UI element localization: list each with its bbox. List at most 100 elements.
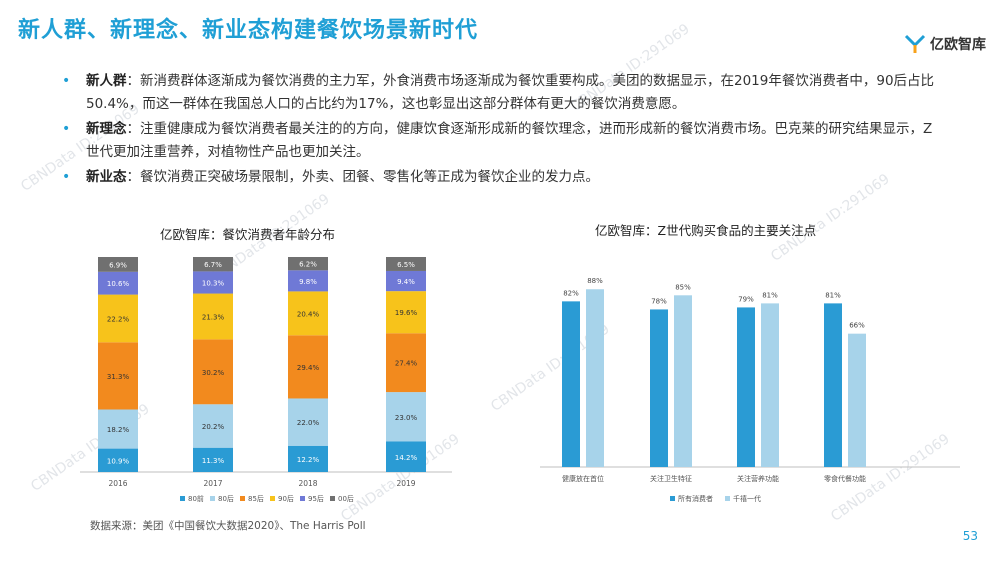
bullet-sep: ：: [126, 73, 141, 89]
bar-segment: [98, 448, 138, 472]
logo-icon: [904, 34, 926, 53]
logo: 亿欧智库: [904, 34, 986, 54]
bullet-dot-icon: •: [62, 121, 71, 137]
data-label: 78%: [651, 297, 667, 305]
data-label: 81%: [825, 291, 841, 299]
bullet-head: 新人群: [86, 73, 127, 89]
legend-swatch: [725, 496, 730, 501]
bar-segment: [98, 257, 138, 272]
page-title: 新人群、新理念、新业态构建餐饮场景新时代: [18, 18, 479, 43]
legend-label: 千禧一代: [733, 494, 761, 503]
data-label: 82%: [563, 289, 579, 297]
bar-segment: [288, 257, 328, 271]
bar-segment: [193, 339, 233, 405]
x-tick-label: 关注营养功能: [737, 474, 779, 483]
bar-segment: [386, 270, 426, 292]
data-label: 20.4%: [297, 310, 320, 318]
data-label: 29.4%: [297, 364, 320, 372]
bullet-dot-icon: •: [62, 169, 71, 185]
bullet-item: • 新业态：餐饮消费正突破场景限制，外卖、团餐、零售化等正成为餐饮企业的发力点。: [62, 166, 942, 189]
bar-segment: [98, 342, 138, 410]
data-label: 66%: [849, 322, 865, 330]
bar-segment: [288, 270, 328, 292]
legend-label: 80前: [188, 494, 204, 503]
bar-segment: [193, 257, 233, 272]
bar: [586, 289, 604, 467]
legend-label: 所有消费者: [678, 494, 713, 503]
bar: [650, 309, 668, 467]
data-label: 20.2%: [202, 423, 225, 431]
data-label: 10.6%: [107, 280, 130, 288]
bar: [737, 307, 755, 467]
legend-swatch: [300, 496, 305, 501]
bullet-list: • 新人群：新消费群体逐渐成为餐饮消费的主力军，外食消费市场逐渐成为餐饮重要构成…: [62, 70, 942, 191]
bar: [674, 295, 692, 467]
x-tick-label: 2018: [298, 479, 317, 488]
x-tick-label: 2017: [203, 479, 222, 488]
bullet-text: 餐饮消费正突破场景限制，外卖、团餐、零售化等正成为餐饮企业的发力点。: [140, 169, 599, 185]
data-label: 19.6%: [395, 309, 418, 317]
bar: [761, 303, 779, 467]
bar-segment: [386, 257, 426, 271]
bar-segment: [386, 333, 426, 393]
bullet-sep: ：: [126, 169, 141, 185]
x-tick-label: 健康放在首位: [562, 474, 604, 483]
data-label: 85%: [675, 283, 691, 291]
legend-label: 95后: [308, 494, 324, 503]
data-label: 21.3%: [202, 313, 225, 321]
bullet-item: • 新人群：新消费群体逐渐成为餐饮消费的主力军，外食消费市场逐渐成为餐饮重要构成…: [62, 70, 942, 116]
page-number: 53: [962, 529, 978, 543]
bar: [824, 303, 842, 467]
bullet-head: 新理念: [86, 121, 127, 137]
legend-label: 80后: [218, 494, 234, 503]
bar: [848, 333, 866, 467]
bar-segment: [288, 291, 328, 336]
data-label: 81%: [762, 291, 778, 299]
x-tick-label: 关注卫生特征: [650, 474, 692, 483]
data-label: 10.9%: [107, 457, 130, 465]
bar-segment: [386, 291, 426, 334]
bar-segment: [386, 392, 426, 442]
x-tick-label: 零食代餐功能: [824, 474, 866, 483]
bar-segment: [288, 335, 328, 399]
logo-text: 亿欧智库: [930, 37, 986, 53]
bar-segment: [98, 271, 138, 295]
legend-swatch: [210, 496, 215, 501]
bar-segment: [288, 445, 328, 472]
data-label: 18.2%: [107, 426, 130, 434]
bar-segment: [193, 293, 233, 340]
bar-segment: [193, 271, 233, 294]
data-label: 6.5%: [397, 261, 415, 269]
data-label: 88%: [587, 277, 603, 285]
legend-label: 85后: [248, 494, 264, 503]
bullet-text: 新消费群体逐渐成为餐饮消费的主力军，外食消费市场逐渐成为餐饮重要构成。美团的数据…: [86, 73, 935, 112]
data-label: 31.3%: [107, 373, 130, 381]
legend-swatch: [330, 496, 335, 501]
legend-swatch: [670, 496, 675, 501]
age-stacked-bar-chart: 10.9% 18.2% 31.3% 22.2% 10.6% 6.9% 2016 11.3% 20…: [80, 257, 452, 503]
legend-label: 00后: [338, 494, 354, 503]
data-label: 6.9%: [109, 261, 127, 269]
data-label: 12.2%: [297, 456, 320, 464]
bar-segment: [98, 409, 138, 449]
legend-swatch: [180, 496, 185, 501]
data-label: 22.2%: [107, 315, 130, 323]
data-label: 11.3%: [202, 457, 225, 465]
chart-title-genz: 亿欧智库：Z世代购买食品的主要关注点: [595, 223, 817, 238]
bullet-text: 注重健康成为餐饮消费者最关注的的方向，健康饮食逐渐形成新的餐饮理念，进而形成新的…: [86, 121, 933, 160]
data-label: 30.2%: [202, 369, 225, 377]
bullet-dot-icon: •: [62, 73, 71, 89]
bar-segment: [98, 294, 138, 343]
bar: [562, 301, 580, 467]
legend-label: 90后: [278, 494, 294, 503]
x-tick-label: 2016: [108, 479, 127, 488]
data-label: 79%: [738, 295, 754, 303]
bar-segment: [193, 404, 233, 448]
data-label: 22.0%: [297, 419, 320, 427]
data-label: 23.0%: [395, 414, 418, 422]
legend-swatch: [270, 496, 275, 501]
data-label: 10.3%: [202, 279, 225, 287]
data-label: 14.2%: [395, 454, 418, 462]
bar-segment: [288, 398, 328, 446]
bullet-item: • 新理念：注重健康成为餐饮消费者最关注的的方向，健康饮食逐渐形成新的餐饮理念，…: [62, 118, 942, 164]
